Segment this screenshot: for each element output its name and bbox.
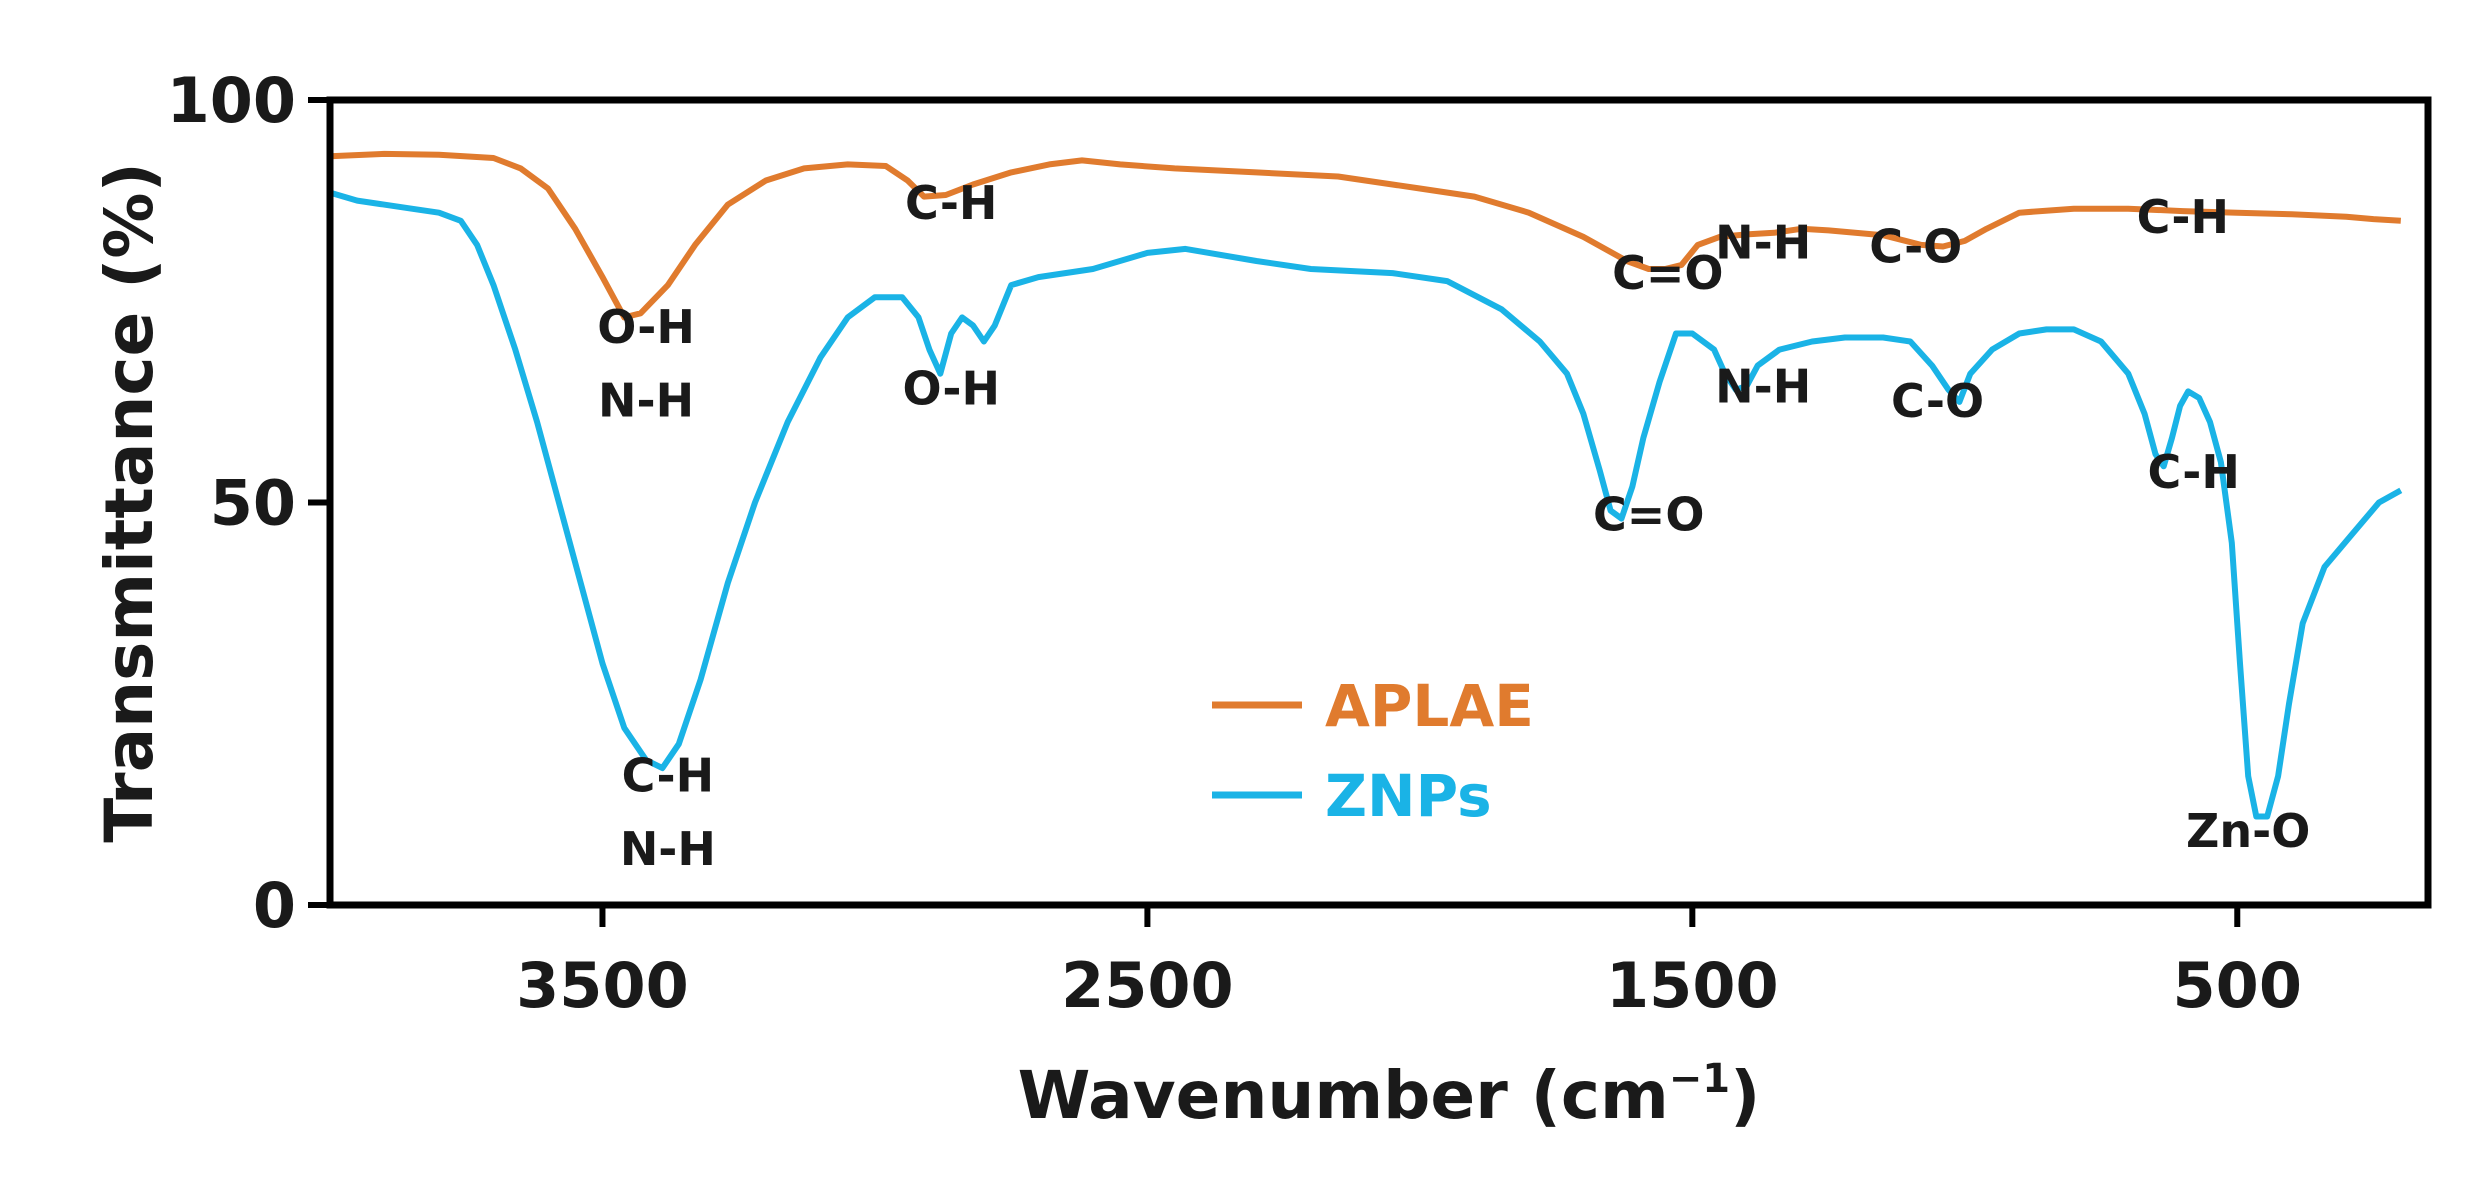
y-axis-title: Transmittance (%) — [91, 162, 168, 842]
peak-annotation: N-H — [620, 822, 716, 876]
x-axis-title: Wavenumber (cm−1) — [1018, 1056, 1761, 1134]
x-tick-label: 1500 — [1606, 949, 1779, 1022]
legend-label-znps: ZNPs — [1325, 762, 1492, 830]
peak-annotation: O-H — [902, 361, 1000, 415]
x-tick-label: 500 — [2173, 949, 2302, 1022]
x-tick-label: 3500 — [516, 949, 689, 1022]
peak-annotation: C-H — [2147, 445, 2239, 499]
peak-annotation: C=O — [1612, 246, 1723, 300]
legend-label-aplae: APLAE — [1325, 672, 1534, 740]
peak-annotation: O-H — [597, 300, 695, 354]
legend: APLAE ZNPs — [1212, 672, 1534, 830]
series-line-znps — [329, 189, 2403, 820]
annotation-layer: O-HN-HC-HC=ON-H C-OC-HO-HC-HN-HC=ON-H C-OC… — [597, 176, 2310, 876]
x-tick-label: 2500 — [1061, 949, 1234, 1022]
peak-annotation: C-O — [1891, 374, 1984, 428]
peak-annotation: N-H — [598, 373, 694, 427]
y-tick-label: 100 — [167, 64, 296, 137]
peak-annotation: Zn-O — [2186, 804, 2310, 858]
peak-annotation: C-H — [622, 748, 714, 802]
peak-annotation: C-H — [905, 176, 997, 230]
peak-annotation: C=O — [1593, 488, 1704, 542]
peak-annotation: N-H — [1715, 360, 1811, 414]
peak-annotation: C-H — [2137, 190, 2229, 244]
y-tick-label: 50 — [210, 467, 296, 540]
peak-annotation: N-H — [1715, 216, 1811, 270]
series-layer — [329, 150, 2403, 820]
y-tick-label: 0 — [253, 869, 296, 942]
peak-annotation: C-O — [1869, 220, 1962, 274]
series-line-aplae — [329, 150, 2401, 321]
ticks-layer: 3500 2500 1500 500 0 50 100 — [167, 64, 2302, 1022]
